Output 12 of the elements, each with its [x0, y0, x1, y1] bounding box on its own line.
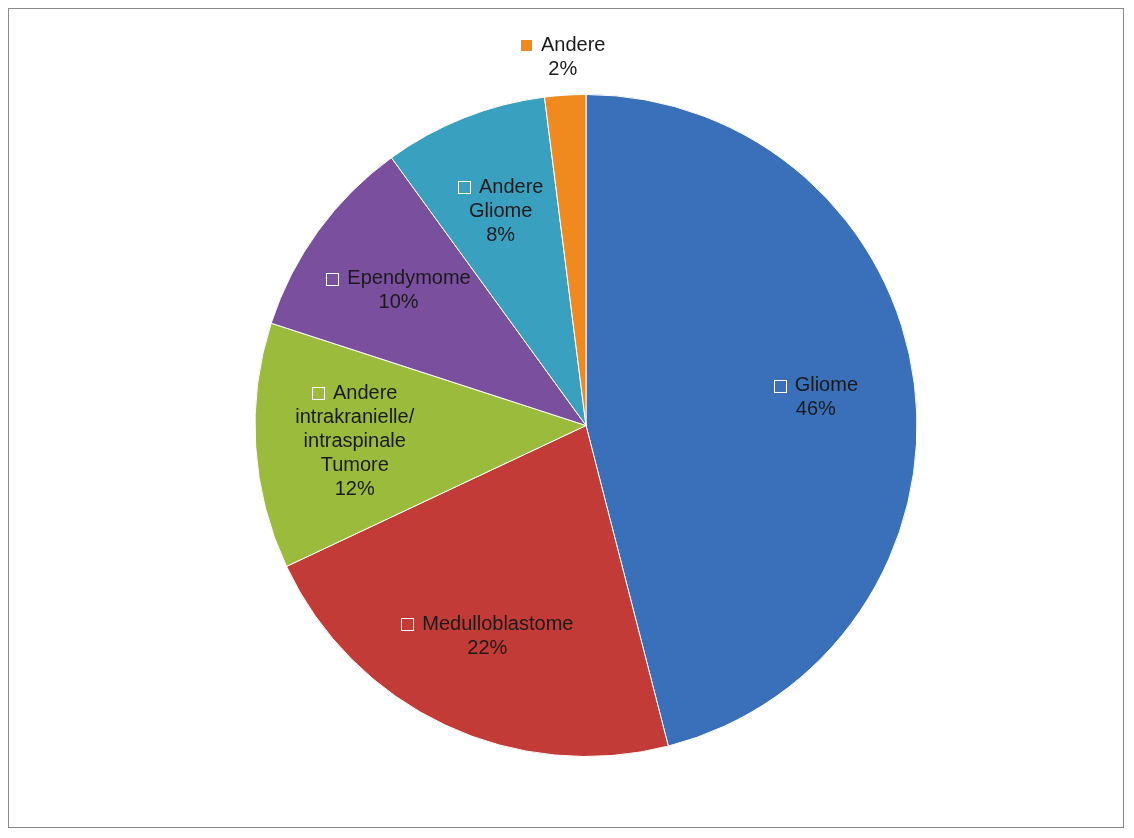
legend-label: Gliome — [794, 373, 859, 396]
data-label: 10% — [378, 289, 419, 314]
legend-label: Ependymome — [347, 266, 471, 289]
legend-label: Medulloblastome — [422, 612, 574, 635]
legend-label: Andere Gliome — [469, 175, 544, 222]
data-label: 46% — [795, 396, 836, 421]
legend-label: Andere — [540, 32, 606, 55]
data-label: 22% — [467, 635, 508, 660]
data-label: 12% — [334, 476, 375, 501]
data-label: 8% — [486, 222, 516, 247]
data-label: 2% — [548, 55, 578, 80]
legend-label: Andere intrakranielle/intraspinale Tumore — [295, 381, 415, 476]
